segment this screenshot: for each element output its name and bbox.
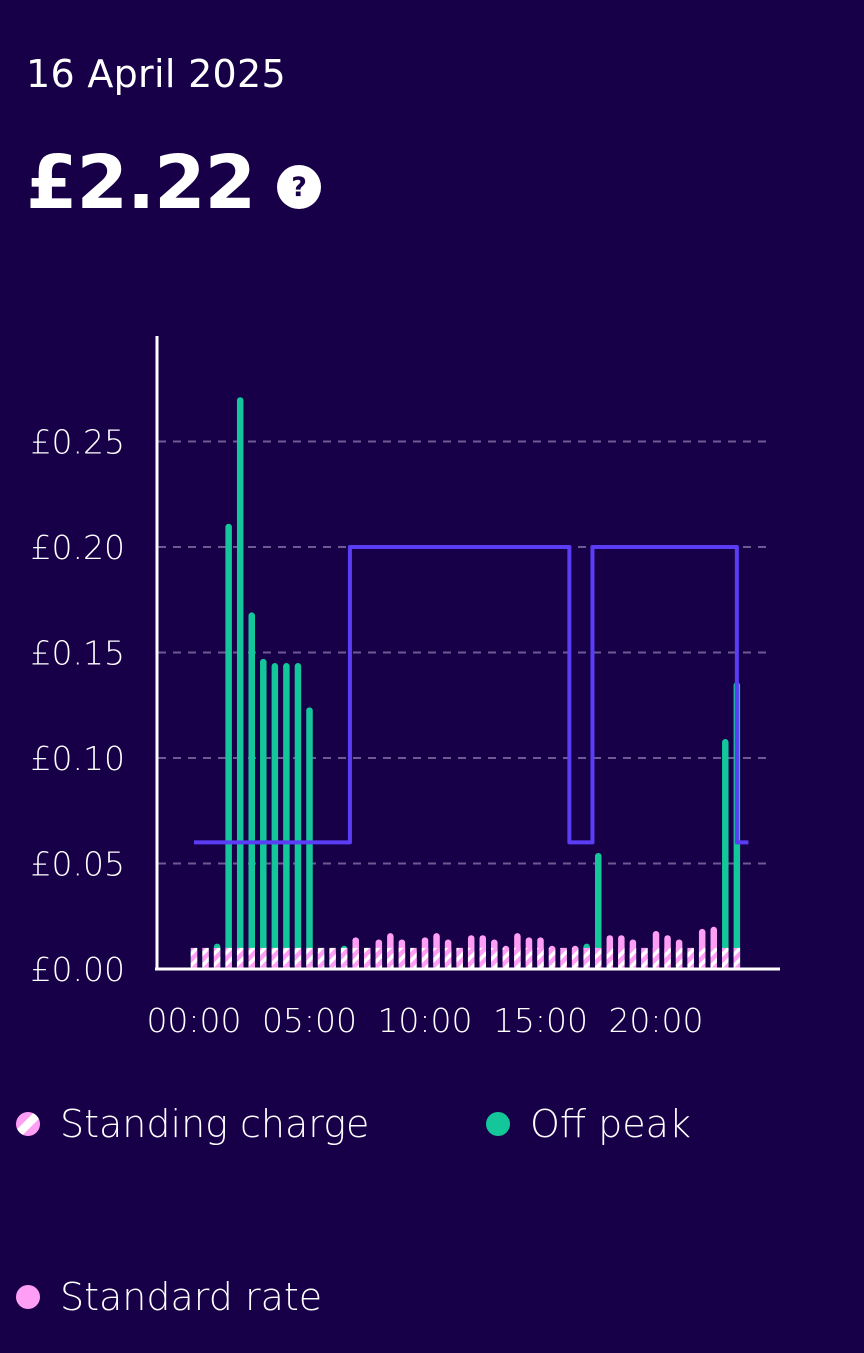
standing-charge-bars: [190, 947, 741, 968]
standing-charge-bar: [444, 947, 452, 968]
standing-charge-bar: [560, 947, 567, 968]
standing-charge-bar: [618, 947, 625, 968]
standing-charge-bar: [387, 947, 394, 968]
standing-charge-bar: [664, 947, 671, 968]
cost-chart: £0.00 £0.05 £0.10 £0.15 £0.20 £0.25 00:00 05:0…: [31, 336, 780, 1040]
standard-rate-swatch: [16, 1285, 40, 1309]
standing-charge-bar: [502, 947, 510, 968]
off-peak-bar: [306, 707, 313, 969]
standing-charge-bar: [548, 947, 556, 968]
off-peak-bar: [722, 739, 729, 969]
standing-charge-bar: [583, 947, 590, 968]
standing-charge-bar: [491, 947, 498, 968]
standing-charge-bar: [317, 947, 325, 968]
standing-charge-bar: [467, 947, 475, 968]
standing-charge-bar: [375, 947, 383, 968]
off-peak-bar: [595, 852, 602, 969]
standing-charge-bar: [733, 947, 741, 968]
standing-charge-bar: [675, 947, 683, 968]
legend-standard-rate: Standard rate: [16, 1275, 322, 1319]
standing-charge-bar: [260, 947, 267, 968]
standing-charge-bar: [190, 947, 198, 968]
standing-charge-bar: [641, 947, 648, 968]
standing-charge-bar: [698, 947, 706, 968]
off-peak-bar: [225, 523, 232, 969]
legend-off-peak: Off peak: [486, 1102, 691, 1146]
standing-charge-bar: [571, 947, 579, 968]
y-axis-ticks: £0.00 £0.05 £0.10 £0.15 £0.20 £0.25: [31, 423, 125, 990]
standing-charge-bar: [456, 947, 463, 968]
standing-charge-bar: [421, 947, 429, 968]
unit-rate-line-group: [194, 545, 749, 845]
standing-charge-bar: [294, 947, 302, 968]
off-peak-bar: [248, 612, 255, 969]
axes: [155, 336, 780, 971]
standing-charge-bar: [236, 947, 244, 968]
legend-label: Off peak: [530, 1102, 691, 1146]
unit-rate-line: [194, 545, 749, 845]
standing-charge-bar: [652, 947, 660, 968]
standing-charge-bar: [433, 947, 440, 968]
y-tick-label: £0.05: [31, 845, 125, 884]
x-tick-label: 20:00: [608, 1001, 703, 1040]
x-tick-label: 15:00: [493, 1001, 588, 1040]
off-peak-swatch: [486, 1112, 510, 1136]
off-peak-bar: [236, 397, 244, 969]
legend-label: Standard rate: [60, 1275, 323, 1319]
standing-charge-bar: [710, 947, 717, 968]
standing-charge-bar: [225, 947, 232, 968]
y-tick-label: £0.10: [31, 739, 125, 778]
total-cost-row: £2.22 ?: [26, 140, 322, 226]
total-cost: £2.22: [26, 140, 256, 226]
standing-charge-bar: [364, 947, 371, 968]
standing-charge-bar: [629, 947, 637, 968]
standing-charge-bar: [329, 947, 336, 968]
standing-charge-bar: [213, 947, 221, 968]
y-tick-label: £0.00: [31, 950, 125, 989]
y-tick-label: £0.25: [31, 423, 125, 462]
off-peak-bar: [283, 663, 290, 969]
off-peak-bar: [271, 663, 279, 969]
question-mark-icon[interactable]: ?: [277, 165, 322, 209]
off-peak-bar: [294, 663, 302, 969]
standing-charge-bar: [722, 947, 729, 968]
standing-charge-bar: [537, 947, 544, 968]
bars: [190, 397, 741, 969]
off-peak-bar: [260, 658, 267, 969]
standing-charge-bar: [271, 947, 279, 968]
y-tick-label: £0.15: [31, 634, 125, 673]
standing-charge-bar: [410, 947, 417, 968]
standing-charge-bar: [525, 947, 533, 968]
standing-charge-bar: [595, 947, 602, 968]
x-tick-label: 00:00: [146, 1001, 241, 1040]
date-heading: 16 April 2025: [26, 52, 286, 96]
legend-label: Standing charge: [60, 1102, 370, 1146]
standing-charge-bar: [606, 947, 614, 968]
standing-charge-swatch: [16, 1112, 40, 1136]
standing-charge-bar: [306, 947, 313, 968]
standing-charge-bar: [514, 947, 521, 968]
standing-charge-bar: [687, 947, 694, 968]
x-tick-label: 05:00: [262, 1001, 357, 1040]
y-tick-label: £0.20: [31, 528, 125, 567]
standing-charge-bar: [479, 947, 486, 968]
standing-charge-bar: [202, 947, 209, 968]
x-tick-label: 10:00: [377, 1001, 472, 1040]
standing-charge-bar: [398, 947, 406, 968]
standing-charge-bar: [340, 947, 348, 968]
standing-charge-bar: [352, 947, 359, 968]
standing-charge-bar: [248, 947, 255, 968]
standing-charge-bar: [283, 947, 290, 968]
legend-standing-charge: Standing charge: [16, 1102, 369, 1146]
x-axis-ticks: 00:00 05:00 10:00 15:00 20:00: [146, 1001, 703, 1040]
